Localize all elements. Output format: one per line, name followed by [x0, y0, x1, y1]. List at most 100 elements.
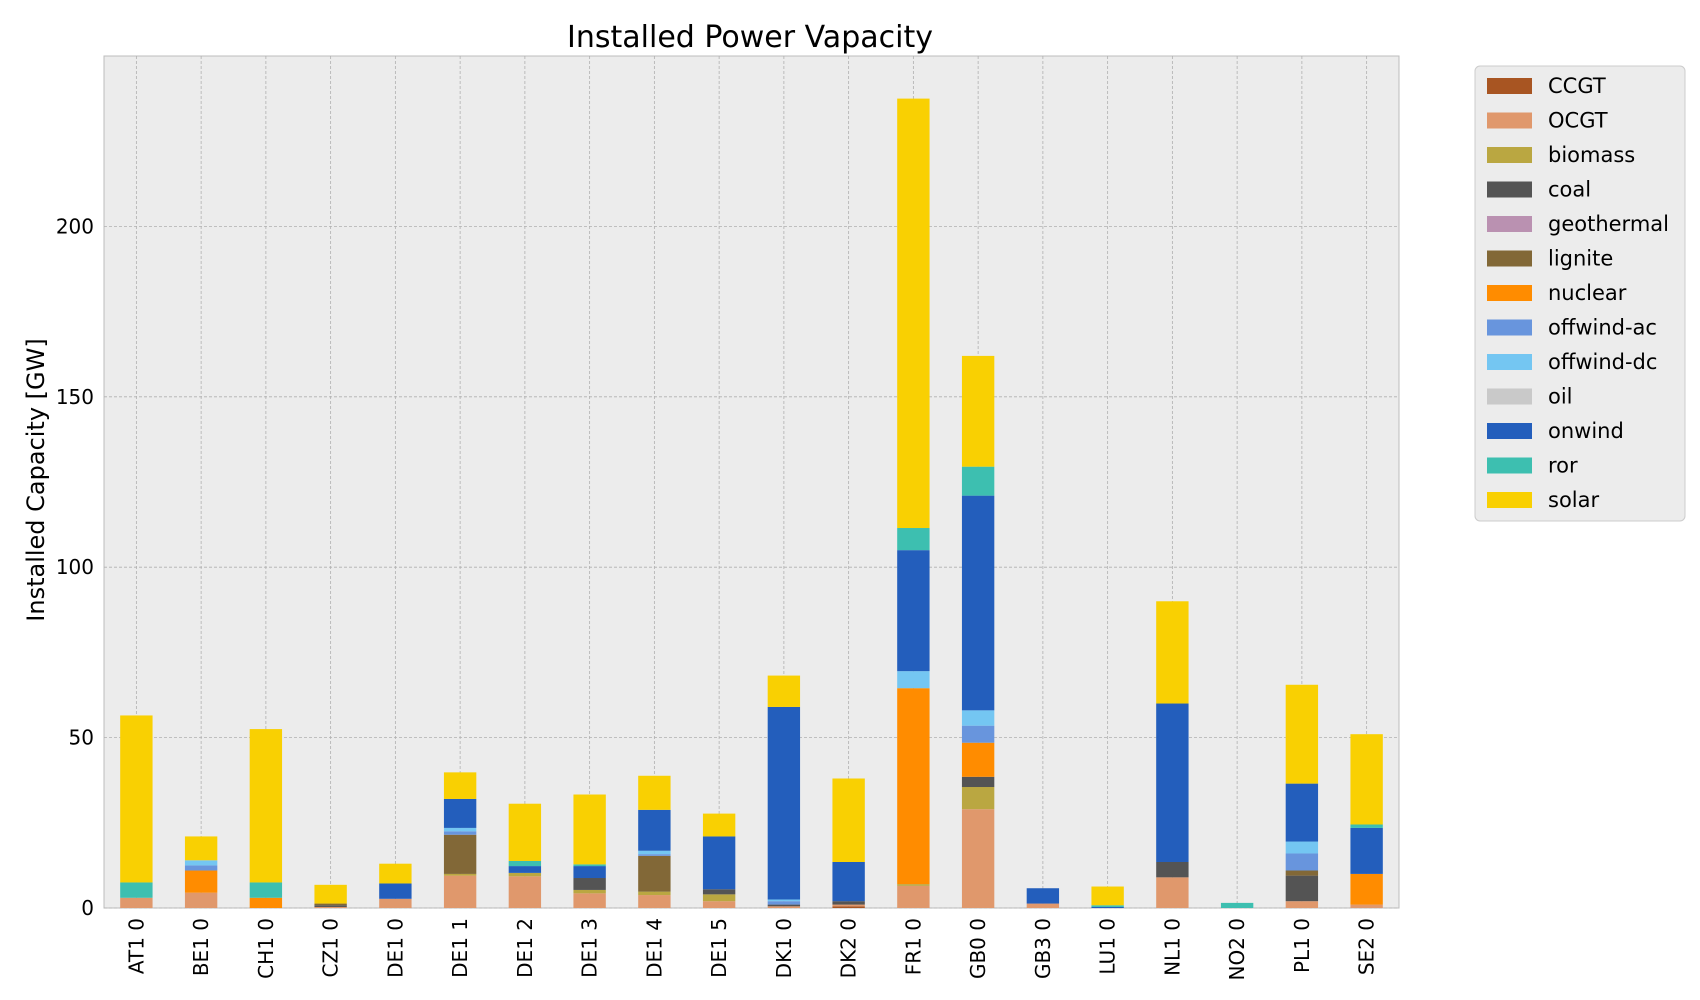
bar-segment-offwind-dc [767, 899, 801, 902]
bar-segment-biomass [443, 873, 477, 876]
legend-label: oil [1548, 385, 1573, 409]
y-tick-label: 0 [81, 896, 94, 920]
bar-segment-OCGT [184, 892, 218, 908]
bar-segment-ror [897, 528, 930, 551]
bar-segment-solar [314, 884, 347, 904]
legend-swatch-offwind-dc [1487, 354, 1532, 370]
bar-segment-offwind-ac [767, 901, 801, 905]
bar-segment-solar [961, 355, 995, 467]
x-tick-label: DE1 1 [448, 918, 472, 978]
y-tick-label: 200 [56, 214, 94, 238]
chart-title: Installed Power Vapacity [567, 20, 933, 55]
legend-label: lignite [1548, 247, 1613, 271]
bar-segment-biomass [573, 889, 606, 894]
bar-segment-OCGT [573, 893, 606, 908]
bar-segment-solar [1156, 601, 1189, 704]
bar-segment-offwind-ac [1285, 853, 1319, 871]
x-tick-label: FR1 0 [901, 918, 925, 975]
bar-segment-offwind-dc [638, 850, 671, 855]
bar-segment-coal [573, 878, 606, 890]
bar-segment-OCGT [897, 885, 930, 908]
bar-segment-offwind-dc [1285, 841, 1319, 854]
bar-segment-OCGT [379, 898, 412, 908]
legend-swatch-solar [1487, 492, 1532, 508]
bar-segment-coal [832, 901, 865, 905]
bar-segment-biomass [508, 872, 542, 877]
x-tick-label: NO2 0 [1225, 918, 1249, 981]
bar-segment-onwind [897, 550, 930, 672]
bar-segment-solar [1091, 886, 1124, 906]
bar-segment-ror [961, 466, 995, 496]
bar-segment-solar [767, 675, 801, 707]
bar-segment-solar [1350, 734, 1383, 825]
legend-label: offwind-ac [1548, 316, 1657, 340]
legend-label: geothermal [1548, 212, 1669, 236]
bar-segment-OCGT [1156, 877, 1189, 908]
x-tick-label: CZ1 0 [319, 918, 343, 977]
x-tick-label: LU1 0 [1096, 918, 1120, 975]
bar-segment-offwind-dc [961, 710, 995, 726]
bar-segment-CCGT [832, 906, 865, 908]
bar-segment-solar [573, 794, 606, 865]
bar-segment-onwind [702, 836, 736, 890]
bar-segment-biomass [961, 787, 995, 810]
bar-segment-offwind-ac [638, 854, 671, 856]
bar-segment-ror [508, 860, 542, 867]
bar-segment-offwind-ac [443, 831, 477, 835]
x-tick-label: DE1 0 [383, 918, 407, 978]
bar-segment-solar [638, 775, 671, 810]
bar-segment-OCGT [120, 897, 153, 908]
bar-segment-solar [184, 836, 218, 861]
bar-segment-OCGT [1285, 901, 1319, 908]
bar-segment-biomass [702, 894, 736, 902]
legend-swatch-oil [1487, 388, 1532, 405]
legend-label: onwind [1548, 419, 1624, 443]
x-tick-label: GB0 0 [966, 918, 990, 979]
bar-segment-onwind [1285, 783, 1319, 842]
plot-area [103, 55, 1400, 909]
legend-swatch-lignite [1487, 250, 1532, 267]
bar-segment-ror [249, 882, 283, 898]
x-tick-label: BE1 0 [189, 918, 213, 976]
legend-swatch-CCGT [1487, 78, 1532, 94]
bar-segment-coal [314, 905, 347, 907]
y-tick-label: 50 [69, 726, 94, 750]
bar-segment-solar [702, 813, 736, 837]
bar-segment-coal [961, 776, 995, 788]
bar-segment-solar [120, 715, 153, 883]
legend-label: coal [1548, 178, 1591, 202]
legend-label: nuclear [1548, 281, 1627, 305]
y-tick-label: 100 [56, 555, 94, 579]
bar-segment-onwind [508, 866, 542, 873]
bar-segment-lignite [443, 834, 477, 874]
legend: CCGT OCGT biomass coal geothermal lignite nucl… [1474, 65, 1686, 522]
x-tick-label: DE1 5 [707, 918, 731, 978]
bar-segment-nuclear [249, 897, 283, 908]
legend-label: biomass [1548, 143, 1635, 167]
x-tick-label: SE2 0 [1355, 918, 1379, 975]
bar-segment-OCGT [832, 904, 865, 907]
bar-segment-onwind [573, 866, 606, 879]
bar-segment-onwind [1026, 888, 1060, 904]
legend-swatch-biomass [1487, 147, 1532, 163]
bar-segment-solar [379, 863, 412, 884]
x-tick-label: CH1 0 [254, 918, 278, 979]
bar-segment-lignite [638, 855, 671, 892]
legend-label: OCGT [1548, 109, 1608, 133]
bar-segment-ror [1091, 905, 1124, 907]
bar-segment-offwind-dc [184, 860, 218, 866]
x-tick-label: DE1 4 [642, 918, 666, 978]
bar-segment-nuclear [1350, 873, 1383, 905]
bar-segment-onwind [379, 883, 412, 899]
bar-segment-OCGT [1350, 904, 1383, 908]
bar-segment-onwind [1350, 827, 1383, 874]
bar-segment-OCGT [314, 906, 347, 908]
bar-segment-biomass [897, 884, 930, 886]
x-tick-label: DE1 2 [513, 918, 537, 978]
bar-segment-ror [1220, 902, 1254, 908]
bar-segment-solar [443, 772, 477, 799]
bar-segment-coal [767, 904, 801, 907]
bar-segment-offwind-ac [961, 725, 995, 743]
bar-segment-OCGT [767, 906, 801, 908]
